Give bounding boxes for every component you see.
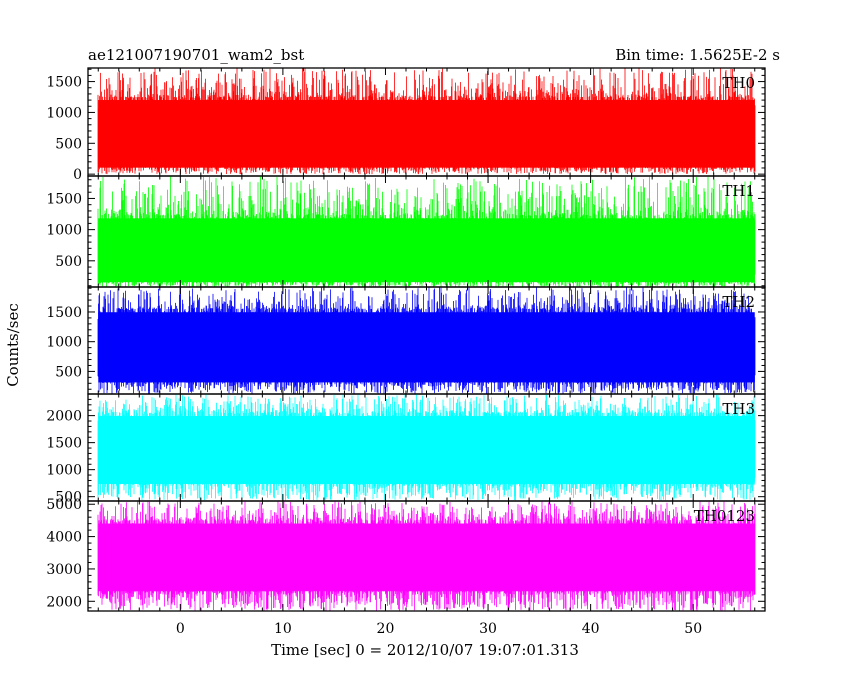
y-tick-label: 500: [55, 136, 82, 152]
y-tick-label: 0: [73, 167, 82, 183]
x-tick-label: 0: [176, 621, 185, 637]
panel-label-th0123: TH0123: [694, 507, 755, 525]
panel-label-th2: TH2: [722, 293, 755, 311]
y-tick-label: 1000: [46, 223, 82, 239]
y-tick-label: 500: [55, 364, 82, 380]
y-tick-label: 1500: [46, 436, 82, 452]
panel-th0: 0 500 1000 1500 TH0: [46, 67, 766, 183]
y-tick-label: 1500: [46, 75, 82, 91]
y-tick-label: 1000: [46, 105, 82, 121]
panel-th1: 500 1000 1500 TH1: [46, 175, 766, 288]
panel-th2: 500 1000 1500 TH2: [46, 286, 766, 395]
x-tick-label: 50: [684, 621, 702, 637]
panel-label-th1: TH1: [722, 182, 755, 200]
series-core-th2: [98, 312, 755, 383]
x-tick-label: 40: [582, 621, 600, 637]
series-core-th0: [98, 100, 755, 168]
bin-time-label: Bin time: 1.5625E-2 s: [615, 46, 780, 64]
y-tick-label: 3000: [46, 562, 82, 578]
y-tick-label: 500: [55, 254, 82, 270]
panel-th3: 500 1000 1500 2000 TH3: [46, 393, 766, 506]
series-core-th1: [98, 218, 755, 283]
x-tick-label: 30: [479, 621, 497, 637]
panel-label-th0: TH0: [722, 74, 755, 92]
y-tick-label: 2000: [46, 594, 82, 610]
x-tick-label: 20: [377, 621, 395, 637]
y-axis-label: Counts/sec: [4, 303, 22, 387]
x-tick-label: 10: [274, 621, 292, 637]
panel-th0123: 2000 3000 4000 5000 TH0123: [46, 497, 766, 612]
y-tick-label: 1500: [46, 191, 82, 207]
y-tick-label: 1500: [46, 305, 82, 321]
y-tick-label: 1000: [46, 463, 82, 479]
y-tick-label: 2000: [46, 409, 82, 425]
chart-title: ae121007190701_wam2_bst: [88, 46, 304, 64]
series-core-th0123: [98, 523, 755, 592]
y-tick-label: 500: [55, 490, 82, 506]
x-axis-label: Time [sec] 0 = 2012/10/07 19:07:01.313: [271, 641, 579, 659]
y-tick-label: 5000: [46, 497, 82, 513]
series-core-th3: [98, 416, 755, 484]
panel-label-th3: TH3: [722, 400, 755, 418]
y-tick-label: 4000: [46, 530, 82, 546]
y-tick-label: 1000: [46, 335, 82, 351]
